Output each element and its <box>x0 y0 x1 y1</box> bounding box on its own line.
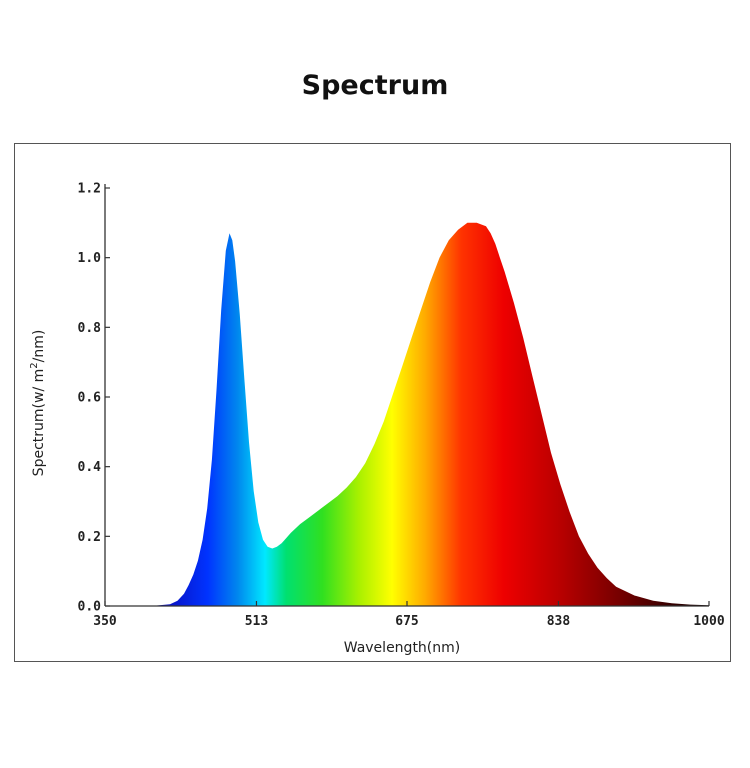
y-axis-label: Spectrum(w/ m2/nm) <box>29 330 47 477</box>
spectrum-area <box>105 222 709 607</box>
y-axis-label-sup: 2 <box>29 362 40 368</box>
y-tick-label: 0.0 <box>78 600 102 615</box>
x-tick-label: 350 <box>93 614 117 629</box>
y-tick-label: 1.0 <box>78 251 102 266</box>
y-axis-label-before: Spectrum(w/ m <box>31 369 47 477</box>
x-tick-label: 513 <box>245 614 268 629</box>
y-tick-label: 1.2 <box>78 182 101 197</box>
x-tick-label: 675 <box>395 614 418 629</box>
y-tick-label: 0.6 <box>78 391 102 406</box>
x-axis-label: Wavelength(nm) <box>344 640 460 656</box>
chart-title: Spectrum <box>301 70 449 101</box>
y-tick-label: 0.4 <box>78 460 102 475</box>
chart-frame: 0.0 0.2 0.4 0.6 0.8 1.0 1.2 350 513 675 838 1000 Wa… <box>14 143 731 662</box>
y-tick-label: 0.2 <box>78 530 101 545</box>
x-tick-label: 1000 <box>693 614 724 629</box>
y-tick-label: 0.8 <box>78 321 102 336</box>
x-tick-label: 838 <box>547 614 571 629</box>
y-axis-label-after: /nm) <box>31 330 47 363</box>
spectrum-chart: 0.0 0.2 0.4 0.6 0.8 1.0 1.2 350 513 675 838 1000 Wa… <box>29 182 725 657</box>
